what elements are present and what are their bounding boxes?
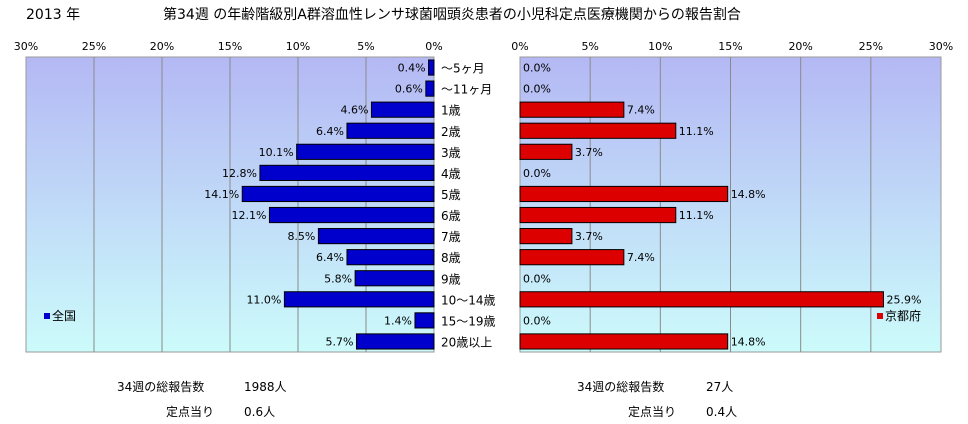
kyoto-per-site-label: 定点当り [628,405,677,419]
right-axis-tick-label: 10% [648,40,672,53]
right-axis-tick-label: 30% [929,40,953,53]
national-bar [268,206,435,224]
left-axis-tick-label: 10% [286,40,310,53]
national-data-label: 0.4% [398,62,426,75]
age-category-label: 3歳 [441,146,461,160]
kyoto-total-label: 34週の総報告数 [577,380,665,394]
left-axis-tick-label: 20% [150,40,174,53]
kyoto-bar [519,122,677,139]
national-data-label: 12.8% [222,167,257,180]
national-data-label: 5.8% [324,272,352,285]
age-category-label: 8歳 [441,251,461,265]
kyoto-data-label: 14.8% [731,188,766,201]
age-category-label: 2歳 [441,125,461,139]
kyoto-bar [519,333,729,350]
age-category-label: 4歳 [441,167,461,181]
age-category-label: 6歳 [441,209,461,223]
age-category-label: 9歳 [441,272,461,286]
national-bar [317,228,435,245]
right-axis-tick-label: 5% [581,40,598,53]
left-axis-tick-label: 15% [218,40,242,53]
kyoto-data-label: 7.4% [627,104,655,117]
national-per-site-label: 定点当り [166,405,215,419]
national-bar [355,333,435,350]
right-axis-tick-label: 20% [788,40,812,53]
legend-label-national: 全国 [52,308,76,323]
national-data-label: 6.4% [316,125,344,138]
left-axis-tick-label: 30% [14,40,38,53]
right-axis-tick-label: 15% [718,40,742,53]
right-axis-tick-label: 25% [859,40,883,53]
national-bar [259,164,435,181]
national-total-value: 1988人 [244,380,287,394]
kyoto-bar [519,143,573,160]
legend-swatch-kyoto [877,313,883,319]
kyoto-bar [519,101,625,118]
kyoto-data-label: 25.9% [886,293,921,306]
left-axis-tick-label: 25% [82,40,106,53]
kyoto-per-site-value: 0.4人 [706,405,738,419]
kyoto-data-label: 14.8% [731,335,766,348]
kyoto-data-label: 3.7% [575,146,603,159]
kyoto-bar [519,291,884,308]
kyoto-data-label: 0.0% [523,272,551,285]
kyoto-data-label: 7.4% [627,251,655,264]
national-bar [425,80,435,97]
kyoto-data-label: 11.1% [679,209,714,222]
kyoto-bar [519,206,677,224]
national-bar [354,270,435,287]
national-bar [283,291,435,308]
legend-label-kyoto: 京都府 [885,308,921,323]
national-bar [414,312,435,329]
age-category-label: ～11ヶ月 [441,83,492,97]
kyoto-data-label: 0.0% [523,62,551,75]
national-bar [370,101,435,118]
kyoto-bar [519,185,729,203]
right-axis-tick-label: 0% [511,40,528,53]
national-bar [428,59,435,76]
age-category-label: ～5ヶ月 [441,62,485,76]
national-data-label: 10.1% [259,146,294,159]
age-category-label: 20歳以上 [441,335,492,349]
age-category-label: 5歳 [441,188,461,202]
national-per-site-value: 0.6人 [244,405,276,419]
age-category-label: 1歳 [441,104,461,118]
kyoto-data-label: 11.1% [679,125,714,138]
national-data-label: 4.6% [340,104,368,117]
national-bar [241,185,435,203]
national-bar [346,249,435,266]
left-axis-tick-label: 0% [425,40,442,53]
national-data-label: 6.4% [316,251,344,264]
chart-title: 第34週 の年齢階級別A群溶血性レンサ球菌咽頭炎患者の小児科定点医療機関からの報… [163,7,741,23]
age-category-label: 15～19歳 [441,314,496,328]
national-data-label: 8.5% [287,230,315,243]
national-data-label: 1.4% [384,314,412,327]
kyoto-data-label: 3.7% [575,230,603,243]
kyoto-bar [519,249,625,266]
kyoto-bar [519,228,573,245]
national-bar [346,122,435,139]
national-data-label: 5.7% [326,335,354,348]
age-category-label: 10～14歳 [441,293,496,307]
national-data-label: 12.1% [231,209,266,222]
age-category-label: 7歳 [441,230,461,244]
kyoto-data-label: 0.0% [523,167,551,180]
national-data-label: 14.1% [204,188,239,201]
national-total-label: 34週の総報告数 [117,380,205,394]
kyoto-total-value: 27人 [706,380,734,394]
kyoto-data-label: 0.0% [523,83,551,96]
kyoto-data-label: 0.0% [523,314,551,327]
national-data-label: 11.0% [246,293,281,306]
left-axis-tick-label: 5% [357,40,374,53]
legend-swatch-national [44,313,50,319]
chart-year: 2013 年 [26,7,81,23]
national-data-label: 0.6% [395,83,423,96]
national-bar [296,143,435,160]
